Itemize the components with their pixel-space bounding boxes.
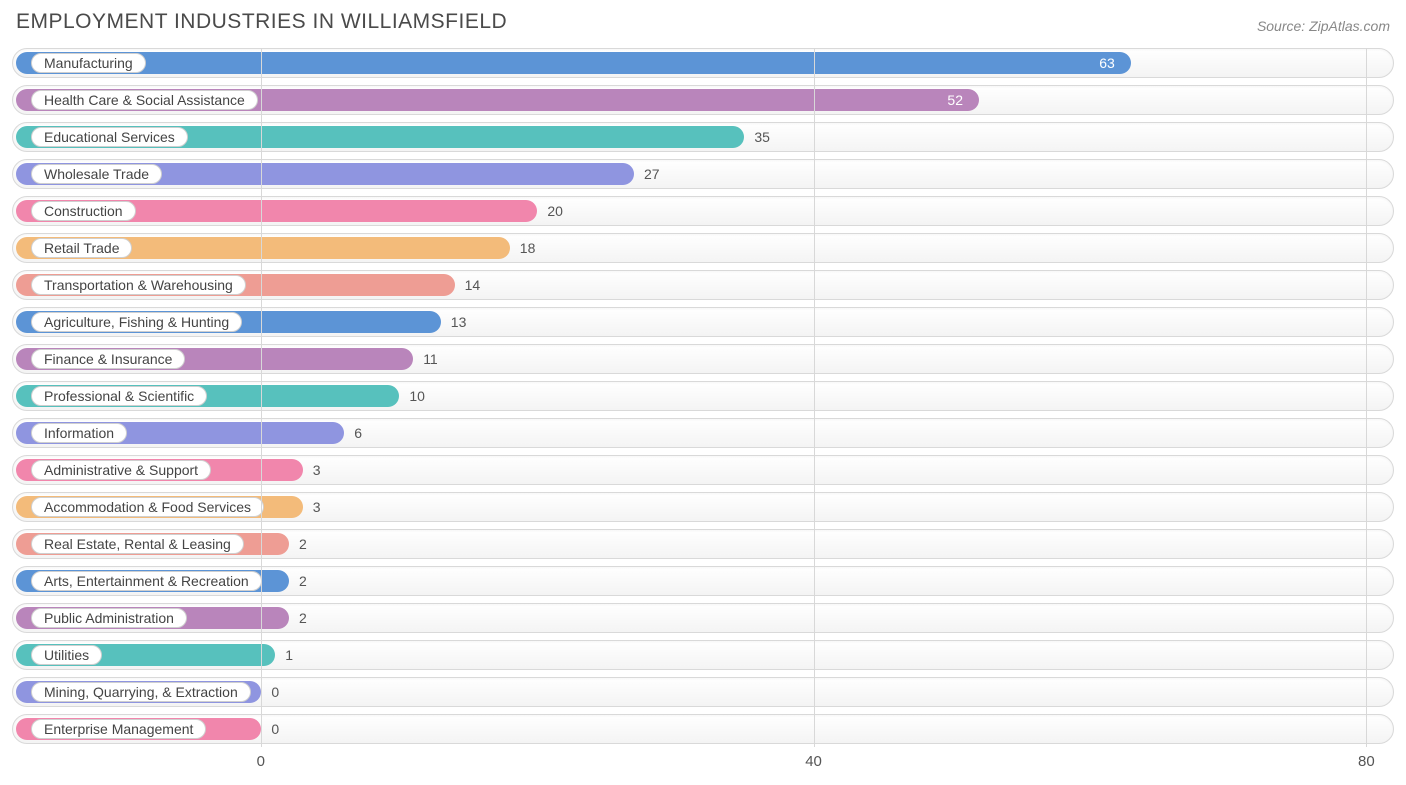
category-label-pill: Wholesale Trade [31,164,162,184]
bar-value: 18 [520,234,536,262]
chart-row: Real Estate, Rental & Leasing 2 [12,529,1394,559]
chart-row: Retail Trade 18 [12,233,1394,263]
bar-value: 3 [313,493,321,521]
bar [16,52,1131,74]
category-label-pill: Arts, Entertainment & Recreation [31,571,262,591]
bar-value: 10 [409,382,425,410]
bar-value: 20 [547,197,563,225]
category-label-pill: Transportation & Warehousing [31,275,246,295]
bar-value: 2 [299,530,307,558]
chart-row: Utilities 1 [12,640,1394,670]
chart-title: EMPLOYMENT INDUSTRIES IN WILLIAMSFIELD [16,10,507,34]
bar-value: 3 [313,456,321,484]
chart-row: Administrative & Support 3 [12,455,1394,485]
bar-value: 1 [285,641,293,669]
chart-row: Agriculture, Fishing & Hunting 13 [12,307,1394,337]
bar-value: 0 [271,715,279,743]
x-axis: 0 40 80 [12,751,1394,775]
bar-value: 0 [271,678,279,706]
chart-row: Arts, Entertainment & Recreation 2 [12,566,1394,596]
chart-header: EMPLOYMENT INDUSTRIES IN WILLIAMSFIELD S… [12,10,1394,34]
bar-value: 13 [451,308,467,336]
category-label-pill: Administrative & Support [31,460,211,480]
chart-row: Health Care & Social Assistance 52 [12,85,1394,115]
chart-row: Finance & Insurance 11 [12,344,1394,374]
chart-source: Source: ZipAtlas.com [1257,18,1390,34]
bar-value: 11 [423,345,438,373]
chart-row: Transportation & Warehousing 14 [12,270,1394,300]
category-label-pill: Information [31,423,127,443]
chart-rows: Manufacturing63Health Care & Social Assi… [12,48,1394,744]
chart-row: Educational Services 35 [12,122,1394,152]
chart-row: Wholesale Trade 27 [12,159,1394,189]
chart-row: Professional & Scientific 10 [12,381,1394,411]
chart-row: Mining, Quarrying, & Extraction 0 [12,677,1394,707]
bar-value: 52 [947,86,963,114]
category-label-pill: Finance & Insurance [31,349,185,369]
bar-value: 27 [644,160,660,188]
x-tick: 40 [805,753,822,770]
bar-value: 2 [299,604,307,632]
employment-bar-chart: Manufacturing63Health Care & Social Assi… [12,48,1394,775]
category-label-pill: Retail Trade [31,238,132,258]
category-label-pill: Health Care & Social Assistance [31,90,258,110]
chart-row: Information 6 [12,418,1394,448]
chart-row: Accommodation & Food Services 3 [12,492,1394,522]
chart-row: Construction 20 [12,196,1394,226]
category-label-pill: Agriculture, Fishing & Hunting [31,312,242,332]
category-label-pill: Professional & Scientific [31,386,207,406]
category-label-pill: Construction [31,201,136,221]
chart-row: Manufacturing 63 [12,48,1394,78]
category-label-pill: Mining, Quarrying, & Extraction [31,682,251,702]
category-label-pill: Enterprise Management [31,719,206,739]
category-label-pill: Utilities [31,645,102,665]
category-label-pill: Manufacturing [31,53,146,73]
category-label-pill: Accommodation & Food Services [31,497,264,517]
bar-value: 35 [754,123,770,151]
x-tick: 0 [257,753,265,770]
bar-value: 6 [354,419,362,447]
chart-row: Public Administration 2 [12,603,1394,633]
bar-value: 14 [465,271,481,299]
category-label-pill: Educational Services [31,127,188,147]
chart-row: Enterprise Management 0 [12,714,1394,744]
x-tick: 80 [1358,753,1375,770]
category-label-pill: Real Estate, Rental & Leasing [31,534,244,554]
category-label-pill: Public Administration [31,608,187,628]
bar-value: 63 [1099,49,1115,77]
bar-value: 2 [299,567,307,595]
